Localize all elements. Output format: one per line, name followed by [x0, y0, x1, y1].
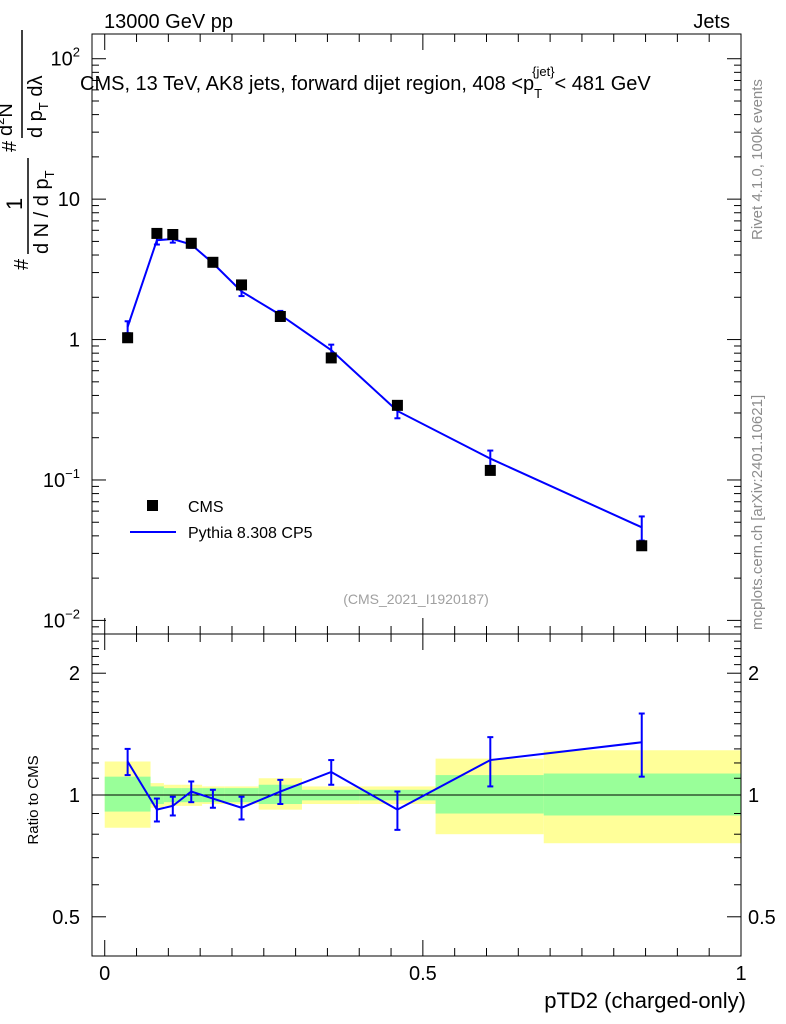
cms-data-point	[325, 352, 337, 364]
cms-data-point	[636, 540, 648, 552]
ratio-band-inner	[104, 776, 151, 812]
title-tail: < 481 GeV	[555, 73, 652, 95]
ratio-xtick-label: 0.5	[409, 963, 437, 985]
legend: CMS Pythia 8.308 CP5	[130, 499, 313, 542]
legend-marker-cms	[147, 500, 158, 511]
top-ytick-label: 10	[58, 189, 80, 211]
mcplots-label: mcplots.cern.ch [arXiv:2401.10621]	[749, 395, 766, 630]
ratio-ytick-label-left: 0.5	[52, 907, 80, 929]
rivet-label: Rivet 4.1.0, 100k events	[749, 79, 766, 240]
ratio-ytick-label-left: 1	[69, 785, 80, 807]
ylabel-lambda: λ	[25, 76, 47, 86]
ylabel-frac-den: d N / d p	[31, 178, 53, 254]
legend-label-pythia: Pythia 8.308 CP5	[188, 525, 313, 542]
cms-data-point	[274, 310, 286, 322]
ratio-xtick-label: 0	[99, 963, 110, 985]
title-sub: T	[534, 86, 542, 101]
title-main: CMS, 13 TeV, AK8 jets, forward dijet reg…	[80, 73, 534, 95]
ylabel-frac-num: 1	[2, 198, 27, 210]
top-ylabel: # 1 d N / d pT # d2N d pT dλ	[0, 30, 57, 270]
ylabel-right-den: d p	[25, 110, 47, 138]
cms-data-point	[484, 464, 496, 476]
legend-label-cms: CMS	[188, 499, 224, 516]
header-left: 13000 GeV pp	[104, 11, 233, 33]
main-title: CMS, 13 TeV, AK8 jets, forward dijet reg…	[80, 64, 651, 101]
ratio-ytick-label-right: 2	[748, 663, 759, 685]
cms-data-point	[122, 332, 134, 344]
header-right: Jets	[693, 11, 730, 33]
xlabel: pTD2 (charged-only)	[544, 988, 746, 1013]
cms-data-point	[167, 229, 179, 241]
ylabel-right-num: d	[0, 125, 17, 136]
ratio-xtick-label: 1	[735, 963, 746, 985]
cms-data-point	[236, 279, 248, 291]
ratio-ytick-label-right: 1	[748, 785, 759, 807]
cms-data-point	[151, 227, 163, 239]
svg-text:d2N: d2N	[0, 103, 17, 136]
top-ytick-label: 1	[69, 330, 80, 352]
title-sup: {jet}	[532, 64, 555, 79]
ylabel-right-den-sub: T	[36, 102, 51, 110]
ratio-ytick-label-right: 0.5	[748, 907, 776, 929]
ylabel-hash-1: #	[11, 258, 33, 270]
ylabel-right-num-sup: 2	[0, 118, 7, 125]
svg-text:d pT dλ: d pT dλ	[25, 76, 51, 138]
top-ytick-label: 10−1	[43, 466, 80, 492]
ylabel-right-num-tail: N	[0, 103, 17, 117]
analysis-annotation: (CMS_2021_I1920187)	[343, 591, 489, 607]
cms-data-point	[391, 399, 403, 411]
ratio-ytick-label-left: 2	[69, 663, 80, 685]
pythia-line	[126, 238, 643, 529]
top-ytick-label: 10−2	[43, 606, 80, 632]
svg-text:d N / d pT: d N / d pT	[31, 170, 57, 254]
cms-data-point	[207, 256, 219, 268]
ratio-ylabel: Ratio to CMS	[25, 755, 42, 844]
top-ytick-label: 102	[51, 45, 80, 71]
cms-data-point	[185, 237, 197, 249]
ylabel-right-den-tail: d	[25, 86, 47, 103]
ylabel-hash-2: #	[0, 140, 21, 152]
ylabel-frac-den-sub: T	[42, 170, 57, 178]
